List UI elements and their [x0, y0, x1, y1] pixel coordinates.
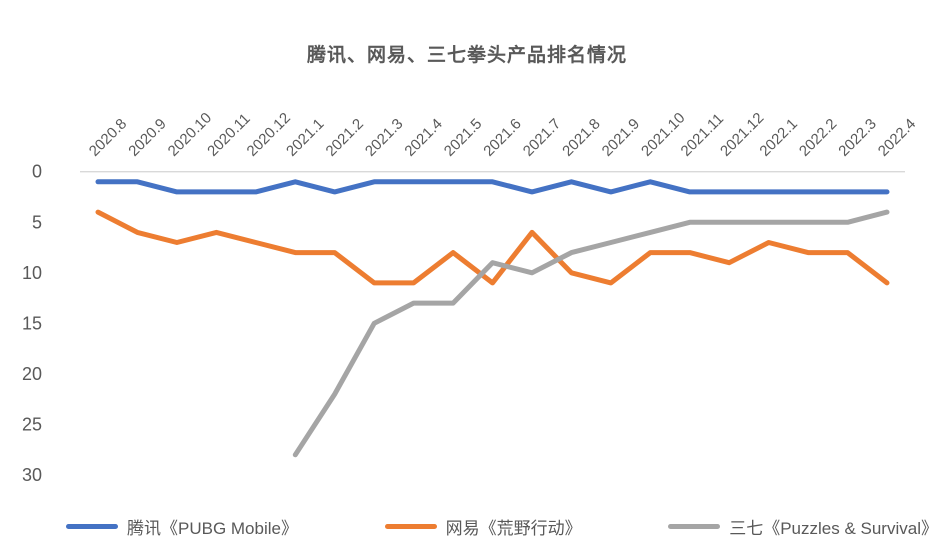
series-line-2 [292, 209, 890, 458]
x-tick-label: 2021.5 [441, 115, 485, 159]
y-tick-label: 20 [22, 364, 42, 384]
x-tick-label: 2021.7 [520, 115, 564, 159]
x-tick-label: 2021.2 [323, 115, 367, 159]
legend-label-tencent: 腾讯《PUBG Mobile》 [127, 519, 298, 538]
chart-title: 腾讯、网易、三七拳头产品排名情况 [306, 45, 627, 66]
x-tick-label: 2021.3 [362, 115, 406, 159]
legend-label-37: 三七《Puzzles & Survival》 [729, 519, 934, 538]
x-tick-label: 2021.6 [480, 115, 524, 159]
x-tick-label: 2021.4 [401, 115, 445, 159]
x-tick-label: 2022.3 [835, 115, 879, 159]
x-tick-label: 2021.8 [559, 115, 603, 159]
legend-swatch-37-icon [668, 524, 721, 529]
legend: 腾讯《PUBG Mobile》 网易《荒野行动》 三七《Puzzles & Su… [66, 514, 934, 539]
legend-swatch-tencent-icon [66, 524, 118, 529]
y-tick-label: 10 [22, 263, 42, 283]
x-tick-label: 2020.11 [204, 110, 254, 160]
x-tick-label: 2022.4 [875, 115, 919, 159]
legend-label-netease: 网易《荒野行动》 [445, 519, 582, 538]
line-chart: 0510152025302020.82020.92020.102020.1120… [22, 109, 919, 485]
x-tick-label: 2021.11 [678, 110, 728, 160]
series-line-1 [95, 209, 890, 286]
y-tick-label: 5 [32, 212, 42, 232]
y-tick-label: 25 [22, 414, 42, 434]
x-tick-label: 2022.2 [796, 115, 840, 159]
x-tick-label: 2020.8 [86, 115, 130, 159]
series-line-0 [95, 179, 890, 195]
y-tick-label: 15 [22, 313, 42, 333]
legend-item-tencent-pubg[interactable]: 腾讯《PUBG Mobile》 [66, 514, 298, 539]
x-tick-label: 2020.9 [125, 115, 169, 159]
legend-swatch-netease-icon [384, 524, 437, 529]
y-tick-label: 0 [32, 162, 42, 182]
y-tick-label: 30 [22, 465, 42, 485]
legend-item-37-puzzles-survival[interactable]: 三七《Puzzles & Survival》 [668, 514, 934, 539]
x-tick-label: 2021.9 [599, 115, 643, 159]
legend-item-netease-knives-out[interactable]: 网易《荒野行动》 [384, 514, 582, 539]
